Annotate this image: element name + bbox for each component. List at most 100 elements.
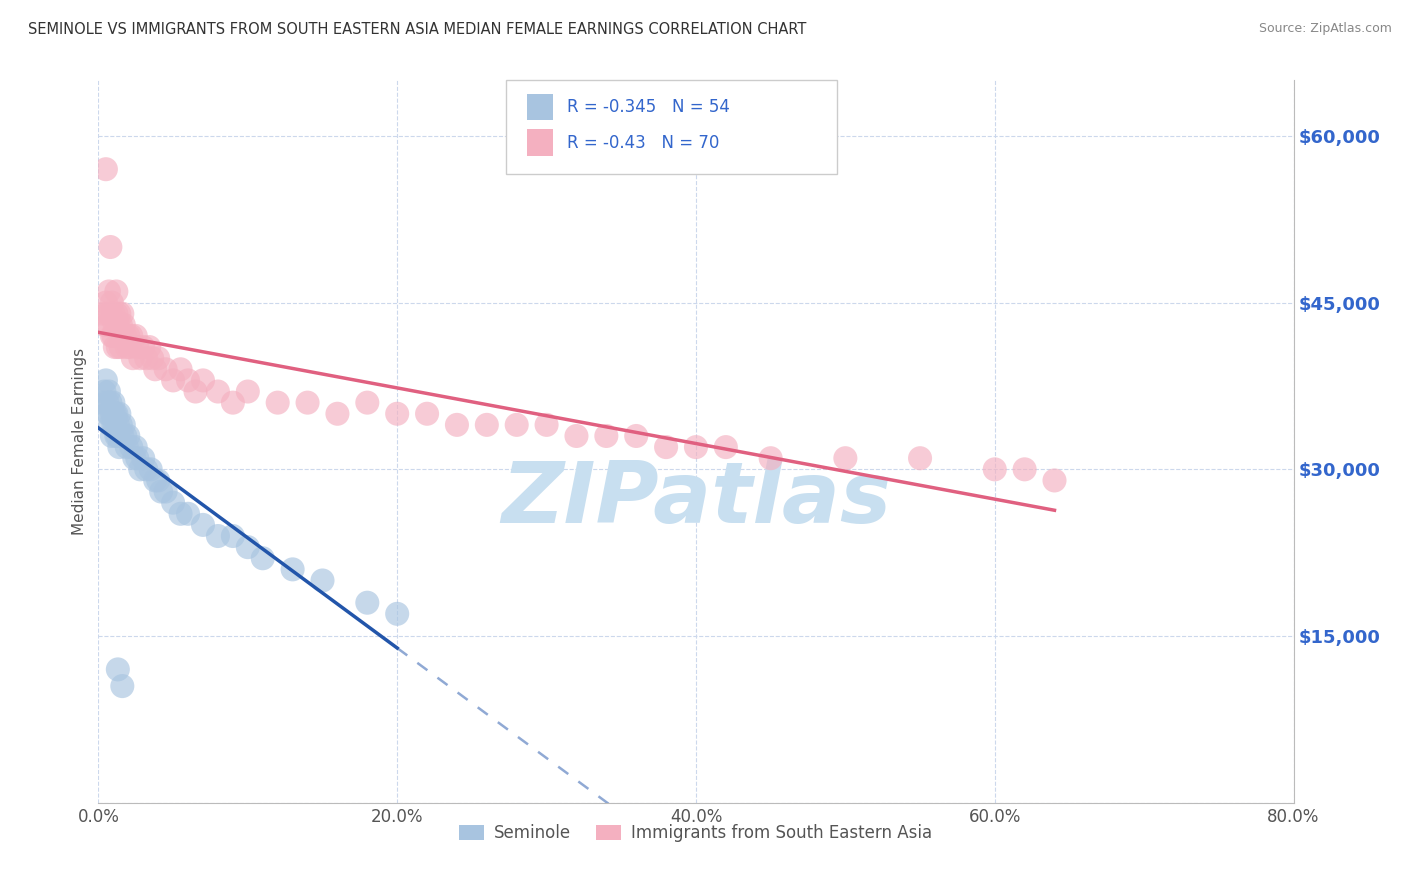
Point [103,329,125,343]
Text: Source: ZipAtlas.com: Source: ZipAtlas.com [1258,22,1392,36]
Point [91,307,114,321]
Point [125,440,148,454]
Point [236,384,259,399]
Point [595,429,617,443]
Point [536,417,558,432]
Point [236,540,259,554]
Point [191,373,214,387]
Point [103,407,125,421]
Point [222,529,245,543]
Point [107,340,129,354]
Point [107,429,129,443]
Point [132,340,155,354]
Point [91,395,114,409]
Point [207,384,229,399]
Point [103,307,125,321]
Point [117,429,139,443]
Point [759,451,782,466]
Point [169,362,191,376]
Point [135,351,157,366]
Point [129,351,152,366]
Point [110,318,132,332]
Point [135,462,157,476]
Point [110,417,132,432]
Point [112,318,135,332]
Point [385,407,409,421]
Point [96,407,118,421]
Point [101,429,124,443]
Point [446,417,468,432]
Point [98,395,122,409]
Point [138,340,160,354]
Point [111,307,134,321]
Point [93,384,115,399]
Point [124,451,146,466]
Text: R = -0.345   N = 54: R = -0.345 N = 54 [567,98,730,116]
Point [114,429,136,443]
Point [107,417,129,432]
Point [169,507,191,521]
Point [385,607,409,621]
Point [94,373,117,387]
Point [94,295,117,310]
Point [252,551,274,566]
Point [120,329,142,343]
Point [834,451,856,466]
Point [475,417,498,432]
Point [108,440,131,454]
Point [104,407,127,421]
Point [98,417,122,432]
Point [105,307,128,321]
Point [908,451,931,466]
Point [297,395,319,409]
Point [506,417,529,432]
Point [326,407,349,421]
Text: R = -0.43   N = 70: R = -0.43 N = 70 [567,134,718,152]
Point [162,373,184,387]
Point [112,417,135,432]
Point [155,362,177,376]
Point [685,440,707,454]
Point [93,318,115,332]
Point [108,407,131,421]
Point [416,407,439,421]
Point [107,662,129,676]
Point [98,240,122,254]
Point [97,285,120,299]
Point [98,307,122,321]
Point [356,395,378,409]
Legend: Seminole, Immigrants from South Eastern Asia: Seminole, Immigrants from South Eastern … [453,817,939,848]
Point [127,451,149,466]
Point [1014,462,1036,476]
Point [655,440,678,454]
Point [148,474,170,488]
Point [118,340,141,354]
Point [222,395,245,409]
Point [177,507,200,521]
Point [267,395,290,409]
Point [108,307,131,321]
Point [96,307,118,321]
Point [356,596,378,610]
Point [141,351,163,366]
Point [111,429,134,443]
Point [101,407,124,421]
Point [94,162,117,177]
Point [139,462,162,476]
Point [120,440,142,454]
Point [110,340,132,354]
Point [107,318,129,332]
Point [97,384,120,399]
Point [281,562,304,576]
Point [97,318,120,332]
Point [129,462,152,476]
Point [132,451,155,466]
Point [207,529,229,543]
Point [101,295,124,310]
Point [104,318,127,332]
Point [96,395,118,409]
Point [111,679,134,693]
Point [565,429,588,443]
Point [626,429,648,443]
Point [984,462,1007,476]
